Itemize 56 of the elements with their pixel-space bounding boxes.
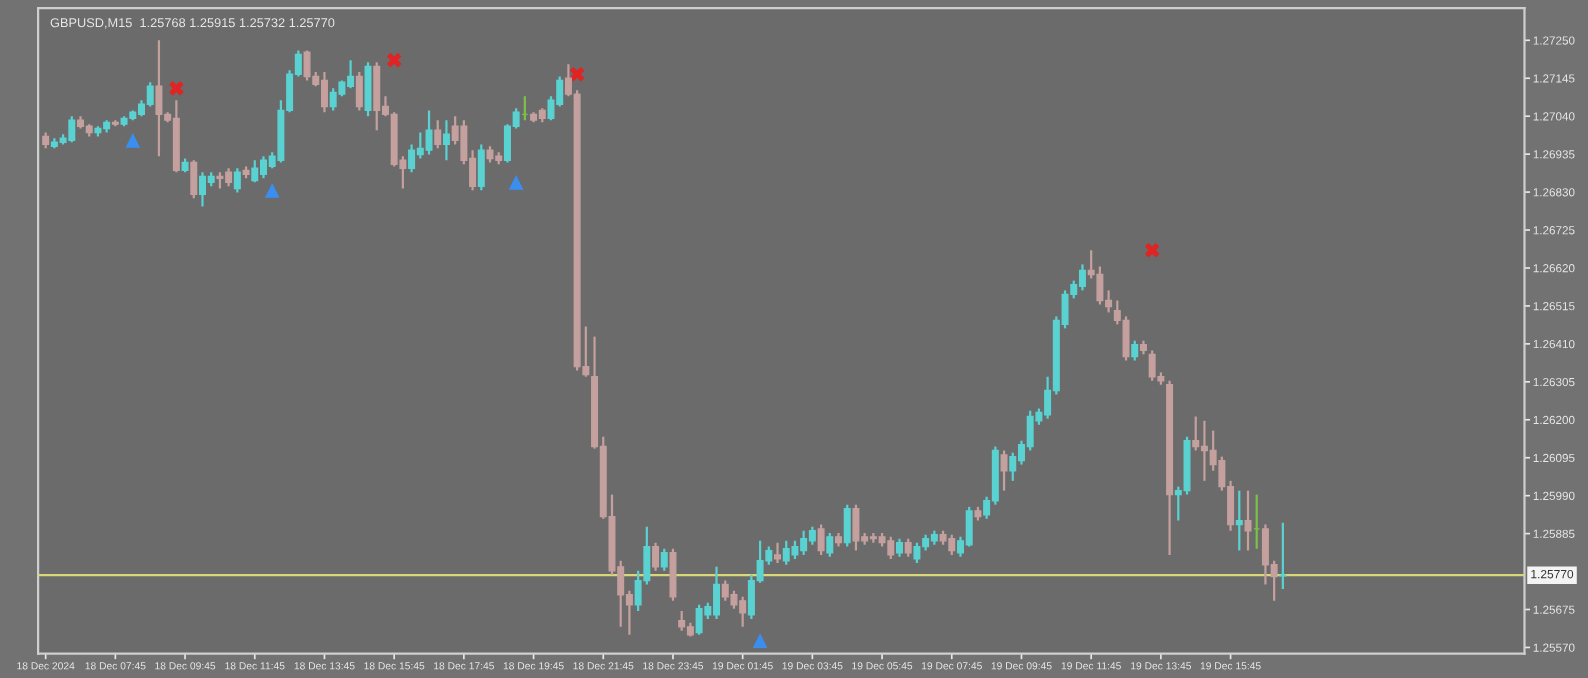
- candlestick: [895, 537, 903, 558]
- candlestick: [190, 159, 198, 200]
- candlestick: [373, 61, 381, 132]
- candlestick: [442, 119, 450, 162]
- candlestick: [303, 49, 311, 82]
- candlestick: [68, 115, 76, 144]
- point: [569, 66, 585, 82]
- candlestick: [843, 503, 851, 548]
- candlestick: [660, 547, 668, 572]
- candlestick: [826, 531, 834, 558]
- candlestick: [329, 87, 337, 112]
- point: [264, 182, 280, 198]
- candlestick: [434, 119, 442, 150]
- point: [125, 133, 141, 148]
- candlestick: [904, 537, 912, 558]
- candlestick: [721, 579, 729, 602]
- candlestick: [1192, 415, 1200, 452]
- candlestick: [913, 541, 921, 564]
- candlestick: [477, 143, 485, 192]
- candlestick: [355, 70, 363, 112]
- candlestick: [652, 541, 660, 572]
- candlestick: [408, 143, 416, 174]
- candlestick: [320, 70, 328, 114]
- candlestick: [1000, 449, 1008, 492]
- candlestick: [425, 109, 433, 156]
- candlestick: [364, 61, 372, 118]
- candlestick: [948, 533, 956, 557]
- candlestick: [1148, 349, 1156, 382]
- candlestick: [1096, 265, 1104, 306]
- point: [169, 81, 184, 96]
- candlestick: [669, 547, 677, 602]
- candlestick: [791, 539, 799, 561]
- candlestick: [887, 535, 895, 561]
- candlestick: [251, 159, 259, 184]
- candlestick: [774, 541, 782, 564]
- candlestick: [1131, 339, 1139, 362]
- candlestick: [146, 81, 154, 108]
- candlestick: [808, 525, 816, 546]
- candlestick: [155, 39, 163, 158]
- candlestick: [1122, 315, 1130, 362]
- candlestick: [782, 539, 790, 566]
- candlestick: [852, 503, 860, 552]
- point: [1144, 242, 1160, 258]
- candlestick: [695, 603, 703, 636]
- candlestick: [678, 609, 686, 632]
- candlestick: [965, 505, 973, 548]
- point: [752, 633, 768, 648]
- candlestick: [1279, 521, 1287, 591]
- candlestick: [1235, 489, 1243, 552]
- candlestick: [1009, 451, 1017, 482]
- candlestick: [233, 167, 241, 194]
- candlestick: [1078, 263, 1086, 292]
- point: [508, 174, 524, 190]
- candlestick: [730, 589, 738, 610]
- point: [386, 52, 402, 68]
- candlestick: [817, 523, 825, 557]
